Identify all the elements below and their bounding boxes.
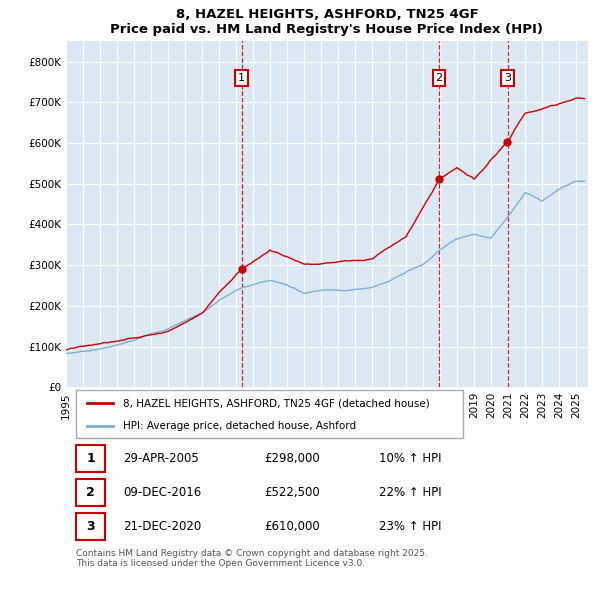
Text: 09-DEC-2016: 09-DEC-2016	[124, 486, 202, 499]
Text: 2: 2	[436, 73, 443, 83]
Text: £298,000: £298,000	[265, 452, 320, 465]
FancyBboxPatch shape	[76, 390, 463, 438]
Text: 1: 1	[238, 73, 245, 83]
Text: 3: 3	[86, 520, 95, 533]
Text: 29-APR-2005: 29-APR-2005	[124, 452, 199, 465]
Text: 22% ↑ HPI: 22% ↑ HPI	[379, 486, 442, 499]
FancyBboxPatch shape	[76, 445, 105, 473]
Text: 21-DEC-2020: 21-DEC-2020	[124, 520, 202, 533]
Text: £522,500: £522,500	[265, 486, 320, 499]
FancyBboxPatch shape	[76, 478, 105, 506]
Title: 8, HAZEL HEIGHTS, ASHFORD, TN25 4GF
Price paid vs. HM Land Registry's House Pric: 8, HAZEL HEIGHTS, ASHFORD, TN25 4GF Pric…	[110, 8, 544, 36]
Text: Contains HM Land Registry data © Crown copyright and database right 2025.
This d: Contains HM Land Registry data © Crown c…	[76, 549, 428, 568]
Text: 8, HAZEL HEIGHTS, ASHFORD, TN25 4GF (detached house): 8, HAZEL HEIGHTS, ASHFORD, TN25 4GF (det…	[124, 398, 430, 408]
Text: 1: 1	[86, 452, 95, 465]
FancyBboxPatch shape	[76, 513, 105, 540]
Text: 3: 3	[504, 73, 511, 83]
Text: £610,000: £610,000	[265, 520, 320, 533]
Text: HPI: Average price, detached house, Ashford: HPI: Average price, detached house, Ashf…	[124, 421, 356, 431]
Text: 2: 2	[86, 486, 95, 499]
Text: 23% ↑ HPI: 23% ↑ HPI	[379, 520, 442, 533]
Text: 10% ↑ HPI: 10% ↑ HPI	[379, 452, 442, 465]
